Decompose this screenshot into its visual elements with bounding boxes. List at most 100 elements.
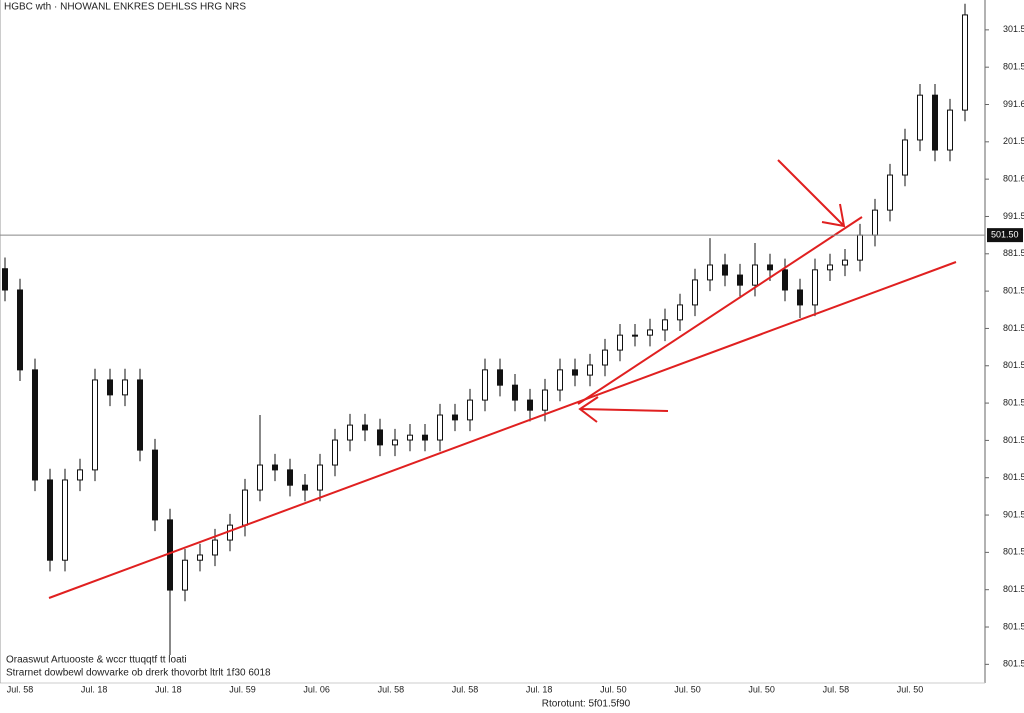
footnote: Strarnet dowbewl dowvarke ob drerk thovo… xyxy=(6,668,271,679)
candle-body xyxy=(722,264,728,276)
candle-body xyxy=(662,319,668,331)
x-tick-label: Jul. 50 xyxy=(600,684,627,694)
candle-body xyxy=(332,439,338,466)
candle-body xyxy=(167,519,173,591)
trend-line xyxy=(48,261,957,599)
candle-body xyxy=(902,139,908,176)
candle-body xyxy=(362,424,368,431)
candle-body xyxy=(242,489,248,526)
candle-body xyxy=(77,469,83,481)
candle-body xyxy=(617,334,623,351)
x-tick-label: Jul. 50 xyxy=(897,684,924,694)
y-tick-label: 201.50 xyxy=(1003,136,1024,146)
x-tick-label: Jul. 50 xyxy=(748,684,775,694)
candle-body xyxy=(887,174,893,211)
candle-body xyxy=(602,349,608,366)
candle-body xyxy=(677,304,683,321)
candle-body xyxy=(257,464,263,491)
candle-body xyxy=(62,479,68,561)
footnote: Oraaswut Artuooste & wccr ttuqqtf tt loa… xyxy=(6,655,187,666)
x-tick-label: Jul. 06 xyxy=(303,684,330,694)
candle-body xyxy=(587,364,593,376)
candle-body xyxy=(467,399,473,421)
x-tick-label: Jul. 58 xyxy=(7,684,34,694)
candle-body xyxy=(572,369,578,376)
x-tick-label: Jul. 50 xyxy=(674,684,701,694)
candle-body xyxy=(692,279,698,306)
x-tick-label: Jul. 18 xyxy=(155,684,182,694)
candle-body xyxy=(707,264,713,281)
candle-body xyxy=(302,484,308,491)
x-tick-label: Jul. 18 xyxy=(526,684,553,694)
candle-body xyxy=(17,289,23,371)
candle-body xyxy=(482,369,488,401)
arrow-head xyxy=(578,396,599,423)
y-tick-label: 801.50 xyxy=(1003,584,1024,594)
candle-body xyxy=(497,369,503,386)
candle-body xyxy=(647,329,653,336)
candle-body xyxy=(377,429,383,446)
price-label-box xyxy=(987,228,1023,243)
candles xyxy=(2,3,968,656)
candle-body xyxy=(122,379,128,396)
y-tick-label: 801.50 xyxy=(1003,547,1024,557)
y-tick-label: 801.60 xyxy=(1003,174,1024,184)
y-tick-label: 801.50 xyxy=(1003,323,1024,333)
candle-body xyxy=(182,559,188,591)
annotations xyxy=(48,159,957,599)
y-tick-label: 991.50 xyxy=(1003,211,1024,221)
x-axis-title: Rtorotunt: 5f01.5f90 xyxy=(542,699,631,710)
candle-body xyxy=(542,389,548,411)
y-tick-label: 881.50 xyxy=(1003,248,1024,258)
y-tick-label: 901.50 xyxy=(1003,509,1024,519)
x-tick-label: Jul. 59 xyxy=(229,684,256,694)
arrow xyxy=(777,159,845,227)
candle-body xyxy=(917,94,923,141)
candle-body xyxy=(347,424,353,441)
y-tick-label: 801.50 xyxy=(1003,621,1024,631)
candle-body xyxy=(962,14,968,111)
candle-body xyxy=(527,399,533,411)
chart-title: HGBC wth · NHOWANL ENKRES DEHLSS HRG NRS xyxy=(4,2,246,13)
candle-body xyxy=(407,434,413,441)
trend-line xyxy=(577,216,863,405)
candle-body xyxy=(197,554,203,561)
candle-body xyxy=(752,264,758,286)
y-tick-label: 801.50 xyxy=(1003,472,1024,482)
candle-body xyxy=(392,439,398,446)
candle-body xyxy=(872,209,878,236)
arrow xyxy=(579,408,669,412)
candle-body xyxy=(812,269,818,306)
y-tick-label: 801.50 xyxy=(1003,285,1024,295)
candle-body xyxy=(32,369,38,481)
y-tick-label: 991.60 xyxy=(1003,99,1024,109)
candle-body xyxy=(857,234,863,261)
candle-body xyxy=(272,464,278,471)
candle-body xyxy=(782,269,788,291)
y-tick-label: 801.50 xyxy=(1003,397,1024,407)
price-label: 501.50 xyxy=(991,230,1019,240)
candle-body xyxy=(737,274,743,286)
candle-body xyxy=(152,449,158,521)
candle-body xyxy=(212,539,218,556)
x-tick-label: Jul. 58 xyxy=(378,684,405,694)
candle-body xyxy=(47,479,53,561)
y-tick-label: 801.50 xyxy=(1003,435,1024,445)
x-tick-label: Jul. 58 xyxy=(452,684,479,694)
x-tick-label: Jul. 58 xyxy=(823,684,850,694)
y-tick-label: 801.50 xyxy=(1003,659,1024,669)
candle-body xyxy=(827,264,833,271)
candle-body xyxy=(947,109,953,151)
y-tick-label: 801.50 xyxy=(1003,62,1024,72)
x-tick-label: Jul. 18 xyxy=(81,684,108,694)
candle-body xyxy=(92,379,98,471)
candle-body xyxy=(842,259,848,266)
candle-body xyxy=(452,414,458,421)
candle-body xyxy=(632,334,638,337)
candle-body xyxy=(932,94,938,151)
candle-body xyxy=(107,379,113,396)
candle-body xyxy=(137,379,143,451)
y-tick-label: 801.50 xyxy=(1003,360,1024,370)
